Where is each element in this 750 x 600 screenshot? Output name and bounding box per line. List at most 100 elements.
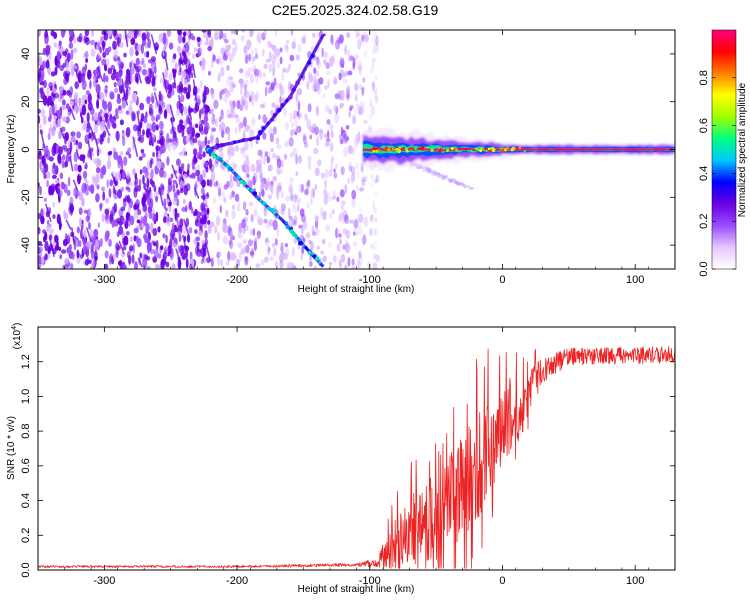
signal-track-point <box>235 172 238 176</box>
noise-speckle <box>251 49 254 56</box>
noise-speckle <box>56 110 60 115</box>
noise-speckle <box>38 108 41 114</box>
noise-speckle <box>87 101 93 112</box>
noise-speckle <box>244 54 249 64</box>
noise-speckle <box>122 245 127 251</box>
signal-track-point <box>221 161 225 164</box>
carrier-tail-speckle <box>458 182 462 186</box>
signal-track-point <box>212 154 217 159</box>
noise-speckle <box>146 196 152 206</box>
noise-speckle <box>261 32 266 41</box>
noise-speckle <box>247 176 250 188</box>
noise-speckle <box>358 207 363 214</box>
noise-speckle <box>245 165 250 173</box>
noise-speckle <box>187 83 191 94</box>
noise-speckle <box>354 217 359 229</box>
noise-speckle <box>233 254 237 260</box>
carrier-hot-spot <box>442 148 445 150</box>
noise-speckle <box>133 187 138 198</box>
noise-speckle <box>230 30 235 35</box>
noise-speckle <box>324 105 330 113</box>
noise-speckle <box>362 77 366 83</box>
noise-speckle <box>284 122 290 131</box>
noise-speckle <box>188 226 193 234</box>
noise-speckle <box>359 140 364 145</box>
noise-speckle <box>82 94 87 100</box>
noise-speckle <box>72 47 78 53</box>
noise-speckle <box>330 161 334 171</box>
noise-speckle <box>71 252 75 260</box>
noise-streak <box>59 127 65 140</box>
noise-speckle <box>372 85 378 94</box>
noise-speckle <box>234 127 238 135</box>
noise-speckle <box>102 100 108 111</box>
signal-track-point <box>247 187 250 191</box>
noise-speckle <box>361 179 366 187</box>
carrier-hot-spot <box>512 148 515 151</box>
noise-speckle <box>229 240 234 249</box>
noise-speckle <box>104 214 108 221</box>
noise-speckle <box>187 37 190 46</box>
noise-speckle <box>336 37 342 45</box>
noise-speckle <box>81 197 85 207</box>
noise-speckle <box>264 86 268 97</box>
noise-speckle <box>316 159 322 167</box>
noise-speckle <box>210 89 215 97</box>
noise-speckle <box>353 263 357 269</box>
noise-speckle <box>165 207 168 212</box>
noise-speckle <box>82 237 87 247</box>
noise-speckle <box>88 259 92 264</box>
carrier-tail-speckle <box>427 167 432 171</box>
noise-speckle <box>39 124 42 129</box>
noise-speckle <box>350 146 356 155</box>
noise-speckle <box>188 201 192 211</box>
noise-speckle <box>200 202 206 212</box>
noise-speckle <box>126 172 131 179</box>
noise-speckle <box>229 251 233 261</box>
noise-speckle <box>107 136 110 144</box>
noise-speckle <box>69 36 73 43</box>
noise-speckle <box>247 125 252 130</box>
noise-speckle <box>158 104 161 112</box>
noise-streak <box>124 30 129 48</box>
noise-speckle <box>75 139 79 145</box>
noise-speckle <box>59 172 64 180</box>
noise-streak <box>183 218 190 236</box>
noise-speckle <box>254 53 259 59</box>
noise-speckle <box>220 121 226 131</box>
noise-speckle <box>155 239 159 251</box>
noise-speckle <box>95 239 99 247</box>
noise-speckle <box>103 72 106 83</box>
noise-speckle <box>228 239 232 246</box>
noise-speckle <box>374 75 378 80</box>
noise-speckle <box>191 207 194 214</box>
noise-speckle <box>65 103 70 110</box>
noise-speckle <box>249 30 253 38</box>
noise-speckle <box>171 233 175 241</box>
noise-speckle <box>85 183 89 193</box>
carrier-tail-speckle <box>440 174 445 178</box>
noise-speckle <box>84 99 88 105</box>
noise-speckle <box>228 143 233 155</box>
noise-speckle <box>80 254 83 260</box>
noise-speckle <box>264 256 269 264</box>
noise-speckle <box>99 120 105 131</box>
noise-speckle <box>120 69 124 76</box>
noise-speckle <box>142 63 147 68</box>
noise-speckle <box>67 52 71 62</box>
noise-speckle <box>240 104 244 111</box>
noise-speckle <box>108 238 112 247</box>
noise-speckle <box>118 225 123 235</box>
noise-speckle <box>277 182 282 193</box>
carrier-hot-spot <box>406 150 409 153</box>
noise-speckle <box>70 262 74 269</box>
noise-speckle <box>48 116 52 123</box>
noise-speckle <box>40 69 45 81</box>
noise-speckle <box>85 36 90 46</box>
noise-speckle <box>196 36 201 43</box>
noise-speckle <box>255 140 259 145</box>
noise-streak <box>137 257 143 268</box>
noise-speckle <box>333 168 336 173</box>
noise-speckle <box>355 134 360 145</box>
noise-speckle <box>375 35 379 46</box>
